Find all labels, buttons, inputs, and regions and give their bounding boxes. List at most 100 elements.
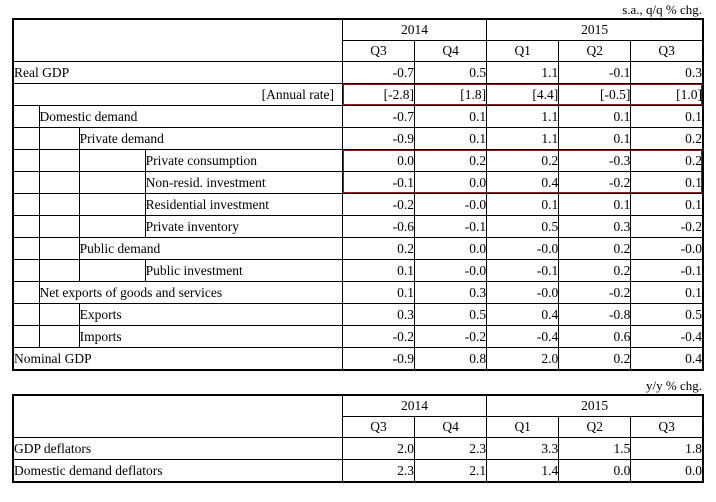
quarter-header: Q3 [341, 40, 416, 62]
table-row: GDP deflators 2.0 2.3 3.3 1.5 1.8 [12, 437, 704, 460]
value-cell: 0.1 [414, 105, 488, 128]
table-row: Residential investment -0.2 -0.0 0.1 0.1 0.1 [12, 193, 704, 216]
value-cell: -0.2 [341, 193, 416, 216]
indent-cell [78, 171, 146, 194]
value-cell: 1.1 [486, 105, 560, 128]
value-cell: 0.8 [414, 347, 488, 371]
table-row: [Annual rate] [-2.8] [1.8] [4.4] [-0.5] [1.0] [12, 83, 704, 106]
value-cell: -0.9 [341, 127, 416, 150]
value-cell: 0.5 [414, 303, 488, 326]
value-cell: 0.3 [558, 215, 632, 238]
indent-cell [12, 259, 40, 282]
value-cell: 0.0 [414, 237, 488, 260]
value-cell: -0.2 [558, 281, 632, 304]
quarter-header: Q3 [630, 40, 704, 62]
table-body: Real GDP -0.7 0.5 1.1 -0.1 0.3 [Annual rate] [-… [12, 61, 704, 371]
indent-cell [38, 171, 80, 194]
quarter-header: Q4 [414, 40, 488, 62]
table-row: Exports 0.3 0.5 0.4 -0.8 0.5 [12, 303, 704, 326]
indent-cell [38, 215, 80, 238]
value-cell: 0.2 [486, 149, 560, 172]
indent-cell [38, 127, 80, 150]
value-cell: 0.1 [558, 105, 632, 128]
row-label: Domestic demand deflators [12, 459, 343, 483]
row-label: Net exports of goods and services [38, 281, 343, 304]
corner-cell [12, 18, 343, 62]
value-cell: 2.0 [486, 347, 560, 371]
value-cell: [1.8] [414, 83, 488, 106]
value-cell: 0.3 [414, 281, 488, 304]
value-cell: -0.2 [630, 215, 704, 238]
value-cell: -0.7 [341, 61, 416, 84]
quarter-header: Q1 [486, 416, 560, 438]
row-label: Domestic demand [38, 105, 343, 128]
indent-cell [38, 193, 80, 216]
table-row: Real GDP -0.7 0.5 1.1 -0.1 0.3 [12, 61, 704, 84]
value-cell: 0.4 [486, 303, 560, 326]
value-cell: 0.2 [341, 237, 416, 260]
value-cell: [-0.5] [558, 83, 632, 106]
row-label: [Annual rate] [12, 83, 343, 106]
value-cell: 0.4 [630, 347, 704, 371]
indent-cell [12, 281, 40, 304]
value-cell: 0.4 [486, 171, 560, 194]
indent-cell [12, 325, 40, 348]
quarter-header: Q1 [486, 40, 560, 62]
row-label: Public demand [78, 237, 343, 260]
quarter-header: Q4 [414, 416, 488, 438]
value-cell: -0.8 [558, 303, 632, 326]
value-cell: 0.5 [486, 215, 560, 238]
value-cell: -0.1 [414, 215, 488, 238]
indent-cell [38, 303, 80, 326]
indent-cell [12, 237, 40, 260]
value-cell: 1.1 [486, 127, 560, 150]
row-label: Exports [78, 303, 343, 326]
value-cell: -0.2 [341, 325, 416, 348]
value-cell: 0.1 [558, 193, 632, 216]
value-cell: -0.7 [341, 105, 416, 128]
row-label: Nominal GDP [12, 347, 343, 371]
value-cell: -0.1 [630, 259, 704, 282]
value-cell: [-2.8] [341, 83, 416, 106]
value-cell: 0.5 [630, 303, 704, 326]
indent-cell [12, 105, 40, 128]
value-cell: 0.6 [558, 325, 632, 348]
value-cell: 0.1 [414, 127, 488, 150]
row-label: Non-resid. investment [144, 171, 343, 194]
table-header: 2014 2015 Q3 Q4 Q1 Q2 Q3 [12, 394, 704, 438]
value-cell: 0.0 [558, 459, 632, 483]
table-row: Non-resid. investment -0.1 0.0 0.4 -0.2 0.1 [12, 171, 704, 194]
value-cell: 0.1 [630, 193, 704, 216]
value-cell: -0.2 [414, 325, 488, 348]
value-cell: [1.0] [630, 83, 704, 106]
value-cell: -0.4 [486, 325, 560, 348]
table-row: Net exports of goods and services 0.1 0.3 -… [12, 281, 704, 304]
indent-cell [12, 193, 40, 216]
quarter-header: Q3 [341, 416, 416, 438]
value-cell: 2.0 [341, 437, 416, 460]
row-label: Public investment [144, 259, 343, 282]
value-cell: 0.5 [414, 61, 488, 84]
value-cell: 1.1 [486, 61, 560, 84]
table-body: GDP deflators 2.0 2.3 3.3 1.5 1.8 Domestic dem… [12, 437, 704, 483]
indent-cell [12, 171, 40, 194]
yoy-table-caption: y/y % chg. [646, 378, 702, 393]
table-row: Private demand -0.9 0.1 1.1 0.1 0.2 [12, 127, 704, 150]
value-cell: -0.1 [341, 171, 416, 194]
table-row: Domestic demand deflators 2.3 2.1 1.4 0.0 0.0 [12, 459, 704, 483]
row-label: Private inventory [144, 215, 343, 238]
table-row: Public demand 0.2 0.0 -0.0 0.2 -0.0 [12, 237, 704, 260]
value-cell: 0.1 [341, 281, 416, 304]
value-cell: -0.3 [558, 149, 632, 172]
value-cell: -0.6 [341, 215, 416, 238]
value-cell: 0.0 [341, 149, 416, 172]
indent-cell [12, 215, 40, 238]
value-cell: 0.3 [341, 303, 416, 326]
corner-cell [12, 394, 343, 438]
value-cell: 1.8 [630, 437, 704, 460]
table-row: Private consumption 0.0 0.2 0.2 -0.3 0.2 [12, 149, 704, 172]
year-header: 2015 [486, 18, 704, 41]
value-cell: 1.5 [558, 437, 632, 460]
table-row: Public investment 0.1 -0.0 -0.1 0.2 -0.1 [12, 259, 704, 282]
value-cell: 0.0 [414, 171, 488, 194]
